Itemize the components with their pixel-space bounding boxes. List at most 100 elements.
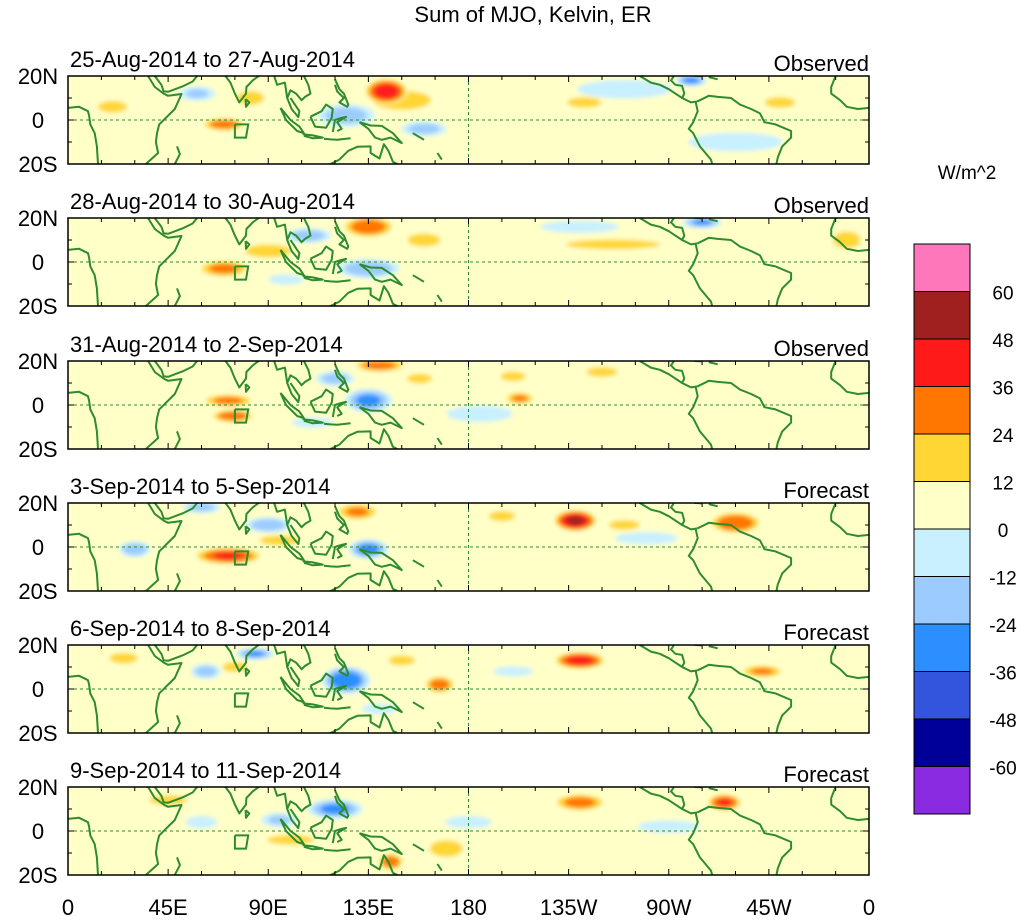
colorbar-swatch	[913, 291, 971, 340]
coastline	[273, 76, 312, 102]
coastline	[334, 789, 350, 819]
coastline	[224, 645, 261, 673]
coastline	[670, 503, 686, 526]
coastline	[323, 706, 351, 710]
coastline	[279, 534, 305, 562]
coastline	[697, 236, 793, 306]
x-tick-label: 90W	[646, 895, 691, 920]
colorbar-swatch	[913, 623, 971, 672]
x-tick-label: 180	[450, 895, 487, 920]
coastline	[302, 844, 324, 851]
panel-date-range: 3-Sep-2014 to 5-Sep-2014	[70, 474, 331, 499]
coastline	[638, 503, 698, 531]
coastline	[273, 218, 312, 244]
region-box	[233, 265, 250, 281]
coastline	[154, 787, 198, 804]
colorbar-swatch	[913, 386, 971, 435]
coastline	[279, 676, 305, 704]
y-tick-label: 20N	[18, 775, 58, 800]
coastline	[145, 361, 183, 449]
coastline	[273, 361, 312, 387]
anomaly-mark	[493, 666, 533, 677]
coastline	[358, 832, 403, 856]
coastline	[638, 645, 698, 673]
y-tick-label: 20N	[18, 64, 58, 89]
coastline	[331, 542, 348, 560]
coastline	[154, 645, 198, 662]
coastline	[286, 524, 301, 546]
panel-status: Forecast	[783, 620, 869, 645]
coastline	[436, 437, 443, 446]
anomaly-mark	[764, 97, 796, 108]
coastline	[309, 530, 334, 556]
coastline	[670, 361, 686, 384]
region-box	[233, 692, 250, 708]
y-tick-label: 20S	[18, 863, 57, 888]
anomaly-field	[117, 503, 762, 565]
anomaly-mark	[586, 367, 618, 377]
coastline	[273, 645, 312, 671]
coastline	[328, 285, 398, 306]
coastline	[328, 570, 398, 591]
anomaly-mark	[97, 101, 128, 113]
colorbar-level-label: 36	[992, 379, 1013, 400]
coastline	[670, 76, 686, 99]
region-box	[233, 550, 250, 566]
colorbar-swatch	[913, 718, 971, 767]
coastline	[334, 363, 350, 393]
anomaly-mark	[373, 83, 399, 99]
x-axis: 0 45E 90E 135E 180 135W 90W 45W 0	[62, 895, 875, 920]
coastline	[309, 388, 334, 414]
coastline	[334, 647, 350, 677]
coastline	[830, 76, 869, 110]
anomaly-field	[198, 218, 864, 286]
panel-date-range: 25-Aug-2014 to 27-Aug-2014	[70, 47, 355, 72]
coastline	[68, 390, 99, 449]
panel-status: Observed	[774, 51, 869, 76]
panels: 20N 0 20S 25-Aug-2014 to 27-Aug-2014 Observe…	[18, 47, 870, 888]
y-tick-label: 20N	[18, 633, 58, 658]
coastline	[697, 805, 793, 875]
colorbar-level-label: -12	[989, 569, 1016, 590]
y-tick-label: 0	[32, 108, 44, 133]
coastline	[68, 105, 99, 164]
anomaly-mark	[540, 220, 620, 233]
coastline	[273, 503, 312, 529]
anomaly-mark	[751, 668, 774, 675]
coastline	[244, 667, 251, 677]
coastline	[331, 684, 348, 702]
coastline	[286, 666, 301, 688]
anomaly-mark	[717, 515, 754, 531]
coastline	[334, 505, 350, 535]
coastline	[708, 787, 718, 792]
coastline	[358, 690, 403, 714]
anomaly-mark	[213, 397, 243, 405]
colorbar-swatch	[913, 433, 971, 482]
coastline	[336, 637, 338, 640]
coastline	[830, 218, 869, 252]
panel-5: 20N 0 20S 6-Sep-2014 to 8-Sep-2014 Forecast	[18, 616, 870, 746]
anomaly-mark	[210, 120, 238, 129]
coastline	[309, 814, 334, 840]
colorbar-level-label: 24	[992, 426, 1014, 447]
coastline	[173, 573, 181, 591]
region-box	[233, 834, 250, 850]
anomaly-mark	[268, 274, 304, 285]
panel-3: 20N 0 20S 31-Aug-2014 to 2-Sep-2014 Observed	[18, 332, 870, 462]
coastline	[68, 816, 99, 875]
coastline	[436, 579, 443, 588]
anomaly-mark	[186, 89, 209, 98]
coastline	[708, 645, 718, 650]
anomaly-mark	[185, 816, 218, 829]
y-tick-label: 20S	[18, 579, 57, 604]
anomaly-mark	[388, 655, 415, 666]
colorbar-level-label: 60	[992, 284, 1013, 305]
coastline	[279, 107, 305, 135]
panel-status: Observed	[774, 193, 869, 218]
coastline	[68, 674, 99, 733]
coastline	[323, 279, 351, 283]
anomaly-mark	[429, 840, 463, 857]
coastline	[638, 76, 698, 104]
coastline	[334, 220, 350, 250]
coastline	[436, 721, 443, 730]
